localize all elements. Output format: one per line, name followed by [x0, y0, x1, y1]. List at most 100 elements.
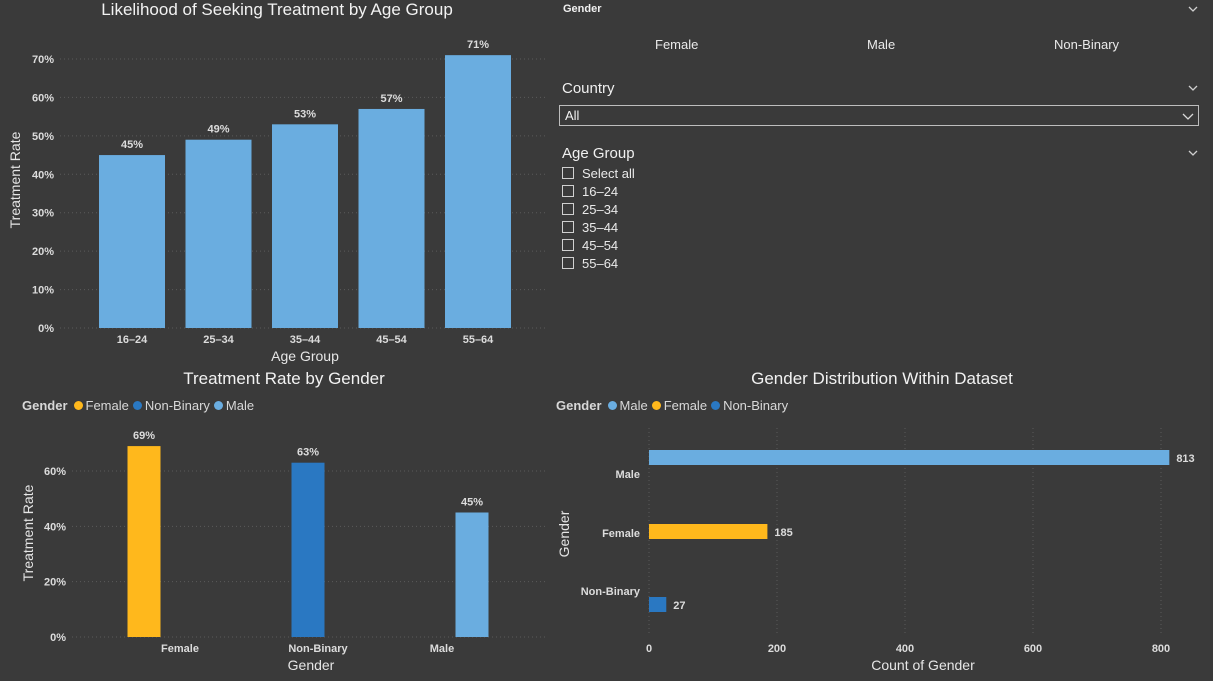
- bar-Non-Binary: [649, 597, 667, 612]
- legend-item-female[interactable]: Female: [73, 398, 129, 413]
- x-axis-label: Age Group: [271, 348, 339, 364]
- country-dropdown[interactable]: All: [559, 105, 1199, 126]
- data-label: 69%: [133, 430, 155, 442]
- x-tick-label: 200: [768, 643, 786, 655]
- age-option-25-34[interactable]: 25–34: [562, 200, 618, 218]
- gender-distribution-legend: Gender Male Female Non-Binary: [556, 398, 792, 413]
- age-option-45-54[interactable]: 45–54: [562, 236, 618, 254]
- data-label: 45%: [461, 497, 483, 509]
- dot-icon: [213, 401, 223, 410]
- legend-label: Non-Binary: [144, 398, 210, 413]
- checkbox-label: 55–64: [582, 255, 619, 271]
- age-group-treatment-chart: Likelihood of Seeking Treatment by Age G…: [0, 0, 555, 368]
- y-tick-label: Male: [616, 469, 640, 481]
- bar-16–24: [99, 155, 165, 328]
- dot-icon: [711, 401, 721, 410]
- x-tick-label: 25–34: [203, 334, 234, 346]
- age-group-chart-svg: Likelihood of Seeking Treatment by Age G…: [7, 0, 547, 364]
- checkbox[interactable]: [562, 257, 574, 269]
- x-tick-label: 45–54: [376, 334, 407, 346]
- data-label: 27: [673, 600, 685, 612]
- legend-item-non-binary[interactable]: Non-Binary: [132, 398, 210, 413]
- bar-Female: [649, 524, 768, 539]
- bar-25–34: [185, 139, 252, 328]
- dot-icon: [132, 401, 142, 410]
- dot-icon: [607, 401, 617, 410]
- data-label: 185: [774, 527, 792, 539]
- gender-treatment-chart-svg: Treatment Rate by Gender Treatment Rate …: [20, 369, 545, 673]
- x-tick-label: 0: [646, 643, 652, 655]
- checkbox[interactable]: [562, 185, 574, 197]
- legend-item-non-binary[interactable]: Non-Binary: [711, 398, 788, 413]
- legend-label: Male: [225, 398, 255, 413]
- chevron-down-icon: [1182, 113, 1194, 120]
- y-tick-label: Non-Binary: [581, 586, 641, 598]
- gender-treatment-chart: Treatment Rate by Gender Treatment Rate …: [0, 366, 555, 676]
- gender-option-non-binary[interactable]: Non-Binary: [1054, 37, 1120, 52]
- legend-label: Male: [619, 398, 648, 413]
- dot-icon: [651, 401, 661, 410]
- checkbox[interactable]: [562, 221, 574, 233]
- y-tick-label: 0%: [50, 632, 66, 644]
- x-tick-label: 800: [1152, 643, 1170, 655]
- y-tick-label: 40%: [44, 521, 66, 533]
- gender-distribution-chart-svg: Gender Distribution Within Dataset Gende…: [556, 369, 1195, 673]
- x-axis-label: Gender: [288, 657, 335, 673]
- age-option-35-44[interactable]: 35–44: [562, 218, 618, 236]
- gender-treatment-legend: Gender Female Non-Binary Male: [22, 398, 258, 413]
- checkbox-label: 35–44: [582, 219, 619, 235]
- chevron-down-icon[interactable]: [1188, 83, 1198, 93]
- legend-title: Gender: [22, 398, 68, 413]
- chevron-down-icon[interactable]: [1188, 4, 1198, 14]
- legend-title: Gender: [556, 398, 602, 413]
- legend-item-male[interactable]: Male: [213, 398, 255, 413]
- age-group-slicer-title: Age Group: [562, 145, 635, 162]
- bar-35–44: [272, 124, 338, 328]
- y-tick-label: 40%: [32, 169, 54, 181]
- gender-slicer-title: Gender: [563, 3, 602, 15]
- checkbox[interactable]: [562, 167, 574, 179]
- y-axis-label: Treatment Rate: [20, 484, 36, 581]
- gender-distribution-chart: Gender Distribution Within Dataset Gende…: [555, 366, 1213, 676]
- data-label: 813: [1176, 453, 1194, 465]
- gender-option-male[interactable]: Male: [867, 37, 896, 52]
- x-tick-label: Female: [161, 643, 199, 655]
- x-tick-label: Male: [430, 643, 454, 655]
- legend-item-male[interactable]: Male: [607, 398, 648, 413]
- y-tick-label: 20%: [44, 577, 66, 589]
- bar-55–64: [445, 55, 511, 329]
- bar-45–54: [358, 108, 425, 328]
- dot-icon: [73, 401, 83, 410]
- gender-option-female[interactable]: Female: [655, 37, 699, 52]
- checkbox-label: 25–34: [582, 201, 619, 217]
- legend-label: Female: [85, 398, 129, 413]
- x-tick-label: 55–64: [463, 334, 494, 346]
- country-slicer-title: Country: [562, 80, 615, 97]
- data-label: 63%: [297, 447, 319, 459]
- x-tick-label: 35–44: [290, 334, 321, 346]
- y-tick-label: 20%: [32, 246, 54, 258]
- bar-Female: [127, 446, 161, 637]
- chart-title: Treatment Rate by Gender: [183, 369, 385, 388]
- age-option-55-64[interactable]: 55–64: [562, 254, 618, 272]
- x-axis-label: Count of Gender: [871, 657, 975, 673]
- y-tick-label: 70%: [32, 54, 54, 66]
- checkbox[interactable]: [562, 239, 574, 251]
- age-option-select-all[interactable]: Select all: [562, 164, 635, 182]
- chevron-down-icon[interactable]: [1188, 148, 1198, 158]
- y-tick-label: Female: [602, 528, 640, 540]
- y-tick-label: 0%: [38, 323, 54, 335]
- y-tick-label: 60%: [44, 466, 66, 478]
- x-tick-label: Non-Binary: [288, 643, 348, 655]
- age-option-16-24[interactable]: 16–24: [562, 182, 618, 200]
- checkbox[interactable]: [562, 203, 574, 215]
- data-label: 49%: [207, 124, 229, 136]
- y-axis-label: Gender: [556, 510, 572, 557]
- data-label: 53%: [294, 108, 316, 120]
- data-label: 57%: [380, 93, 402, 105]
- bar-Male: [649, 450, 1170, 465]
- checkbox-label: 16–24: [582, 183, 619, 199]
- y-tick-label: 10%: [32, 285, 54, 297]
- legend-item-female[interactable]: Female: [651, 398, 707, 413]
- checkbox-label: Select all: [582, 165, 635, 181]
